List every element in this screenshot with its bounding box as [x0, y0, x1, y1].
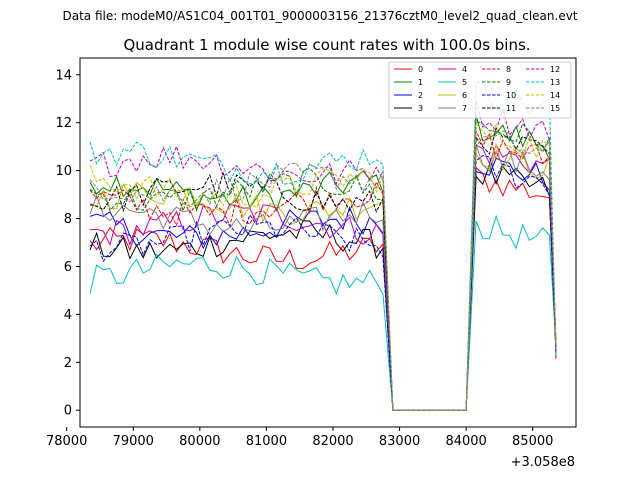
- legend-label-8: 8: [506, 65, 511, 74]
- legend-label-14: 14: [550, 91, 560, 100]
- x-tick-label: 78000: [46, 434, 87, 449]
- x-tick-label: 79000: [113, 434, 154, 449]
- series-line-7: [89, 144, 557, 411]
- series-line-2: [89, 157, 557, 411]
- legend-label-6: 6: [462, 91, 467, 100]
- legend-label-4: 4: [462, 65, 467, 74]
- legend-label-1: 1: [418, 78, 423, 87]
- y-tick-label: 6: [64, 260, 72, 275]
- plot-area: [79, 57, 577, 428]
- x-tick-label: 84000: [445, 434, 486, 449]
- series-line-15: [89, 130, 557, 411]
- series-line-1: [89, 114, 557, 411]
- x-tick-label: 83000: [379, 434, 420, 449]
- series-line-3: [89, 163, 557, 411]
- series-line-6: [89, 142, 557, 411]
- x-tick-label: 85000: [512, 434, 553, 449]
- y-tick-label: 14: [55, 68, 72, 83]
- legend-box: [388, 61, 572, 119]
- legend-label-12: 12: [550, 65, 560, 74]
- axes-frame: [79, 57, 577, 428]
- series-line-13: [89, 80, 557, 411]
- y-tick-label: 4: [64, 308, 72, 323]
- y-tick-label: 12: [55, 116, 72, 131]
- y-tick-label: 10: [55, 164, 72, 179]
- series-line-9: [89, 120, 557, 411]
- legend-label-10: 10: [506, 91, 516, 100]
- legend-label-9: 9: [506, 78, 511, 87]
- legend-label-11: 11: [506, 104, 516, 113]
- legend-label-3: 3: [418, 104, 423, 113]
- x-offset-label: +3.058e8: [511, 455, 575, 470]
- series-line-8: [89, 130, 557, 411]
- legend-label-15: 15: [550, 104, 560, 113]
- series-line-14: [89, 122, 557, 411]
- series-line-11: [89, 127, 557, 411]
- legend-label-0: 0: [418, 65, 423, 74]
- y-tick-label: 2: [64, 356, 72, 371]
- y-axis: 0 2 4 6 8 10 12 14: [55, 68, 80, 419]
- data-file-label: Data file: modeM0/AS1C04_001T01_90000031…: [62, 9, 577, 23]
- x-tick-label: 80000: [179, 434, 220, 449]
- series-line-10: [89, 155, 557, 411]
- legend-label-2: 2: [418, 91, 423, 100]
- series-line-12: [89, 100, 557, 411]
- series-line-5: [89, 214, 557, 411]
- legend-label-7: 7: [462, 104, 467, 113]
- x-tick-label: 82000: [312, 434, 353, 449]
- series-line-0: [89, 166, 557, 411]
- x-tick-label: 81000: [246, 434, 287, 449]
- x-axis: 78000 79000 80000 81000 82000 83000 84000 85000: [46, 427, 553, 449]
- legend-label-5: 5: [462, 78, 467, 87]
- chart-title: Quadrant 1 module wise count rates with …: [123, 36, 530, 54]
- y-tick-label: 0: [64, 404, 72, 419]
- legend-label-13: 13: [550, 78, 560, 87]
- y-tick-label: 8: [64, 212, 72, 227]
